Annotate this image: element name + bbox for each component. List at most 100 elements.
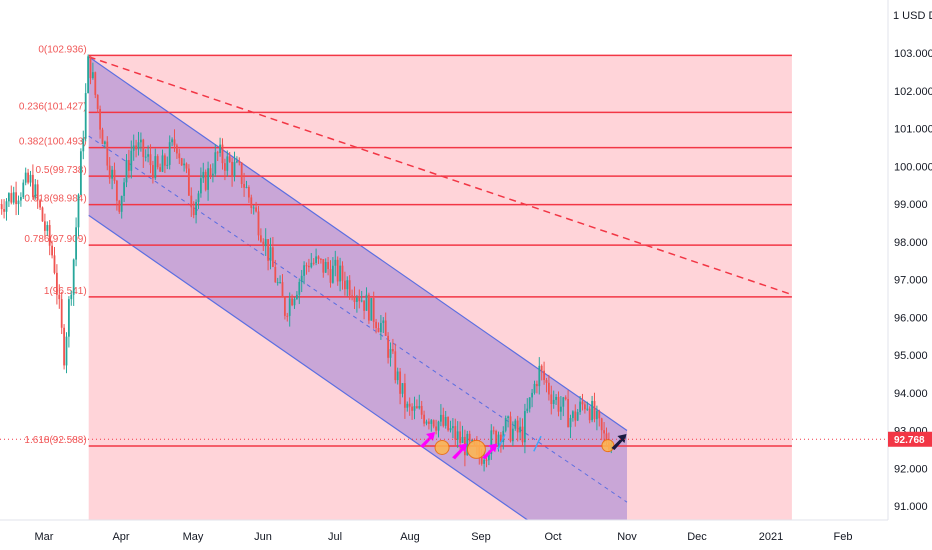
candle-body xyxy=(279,282,281,284)
candle-body xyxy=(166,164,169,166)
candle-body xyxy=(358,297,361,302)
candle-body xyxy=(367,294,370,321)
candle-body xyxy=(293,298,296,306)
candle-body xyxy=(7,193,10,202)
dashed-trend-line xyxy=(88,56,793,296)
candle-body xyxy=(543,370,545,381)
candle-body xyxy=(123,182,125,196)
candle-body xyxy=(454,426,457,440)
time-tick-label: Feb xyxy=(834,531,853,543)
price-tick-label: 99.000 xyxy=(894,199,928,211)
currency-label[interactable]: 1 USD D xyxy=(893,10,932,22)
candle-body xyxy=(523,411,526,443)
candle-body xyxy=(247,187,250,198)
candle-body xyxy=(187,168,190,196)
candle-body xyxy=(137,142,140,150)
candle-body xyxy=(48,225,51,246)
candle-body xyxy=(99,108,101,130)
candle-body xyxy=(511,428,514,442)
candle-body xyxy=(65,336,68,366)
candle-body xyxy=(226,156,229,171)
currency-badge[interactable] xyxy=(890,6,930,24)
time-tick-label: Jul xyxy=(328,531,342,543)
candle-body xyxy=(444,416,447,426)
candle-body xyxy=(132,145,135,151)
candle-body xyxy=(564,397,567,400)
candle-body xyxy=(27,172,29,183)
candle-body xyxy=(240,162,243,184)
candle-body xyxy=(331,265,334,283)
candle-body xyxy=(72,259,75,295)
candle-body xyxy=(545,380,548,383)
time-tick-label: 2021 xyxy=(759,531,783,543)
price-tick-label: 102.000 xyxy=(894,86,932,98)
candle-body xyxy=(96,94,99,109)
candle-body xyxy=(516,420,519,433)
candle-body xyxy=(245,187,248,189)
candle-body xyxy=(408,403,411,407)
price-tick-label: 96.000 xyxy=(894,312,928,324)
candle-body xyxy=(250,197,253,208)
price-tick-label: 98.000 xyxy=(894,237,928,249)
candle-body xyxy=(271,247,274,267)
navy-arrow-icon xyxy=(611,433,627,450)
candle-body xyxy=(574,411,577,421)
candle-body xyxy=(223,163,226,171)
candle-body xyxy=(58,294,61,300)
candle-body xyxy=(298,281,301,295)
candle-body xyxy=(87,56,89,94)
candle-body xyxy=(147,154,149,157)
candle-body xyxy=(195,201,197,216)
candle-body xyxy=(77,194,80,228)
candle-body xyxy=(190,195,193,208)
price-tick-label: 103.000 xyxy=(894,48,932,60)
candle-body xyxy=(115,180,118,201)
fib-level-label: 1(96.541) xyxy=(44,286,87,297)
candle-body xyxy=(276,282,279,284)
candle-body xyxy=(384,320,387,336)
candle-body xyxy=(365,294,368,311)
candle-body xyxy=(591,400,593,421)
time-tick-label: Nov xyxy=(617,531,637,543)
candle-body xyxy=(199,178,202,194)
candle-body xyxy=(442,414,445,426)
fib-level-label: 0.5(99.738) xyxy=(36,165,87,176)
candle-body xyxy=(151,165,154,179)
candle-body xyxy=(375,321,377,329)
candle-body xyxy=(204,171,207,190)
candle-body xyxy=(353,297,356,302)
candle-body xyxy=(29,174,32,183)
candle-body xyxy=(267,239,269,261)
candle-body xyxy=(389,349,392,358)
time-tick-label: Oct xyxy=(544,531,561,543)
candle-body xyxy=(252,207,255,209)
candle-body xyxy=(519,426,521,433)
candle-body xyxy=(295,294,298,299)
candle-body xyxy=(471,439,473,442)
candle-body xyxy=(439,414,442,422)
candle-body xyxy=(468,433,471,442)
time-tick-label: Dec xyxy=(687,531,707,543)
candle-body xyxy=(531,392,533,398)
fib-level-label: 0.236(101.427) xyxy=(19,101,87,112)
candle-body xyxy=(492,430,495,432)
price-tick-label: 91.000 xyxy=(894,501,928,513)
candle-body xyxy=(581,401,584,405)
candle-body xyxy=(387,335,389,358)
candle-body xyxy=(343,280,346,290)
time-tick-label: Mar xyxy=(35,531,54,543)
candle-body xyxy=(456,431,459,440)
candle-body xyxy=(269,247,272,261)
candle-body xyxy=(163,155,166,166)
candle-body xyxy=(509,416,512,442)
price-tick-label: 94.000 xyxy=(894,388,928,400)
candle-body xyxy=(281,282,284,298)
candle-body xyxy=(22,182,25,198)
candle-body xyxy=(24,172,27,183)
time-tick-label: Jun xyxy=(254,531,272,543)
candle-body xyxy=(228,156,231,162)
candle-body xyxy=(403,383,406,408)
candle-body xyxy=(557,396,560,412)
fib-level-label: 0.786(97.909) xyxy=(24,234,86,245)
candle-body xyxy=(521,426,524,443)
